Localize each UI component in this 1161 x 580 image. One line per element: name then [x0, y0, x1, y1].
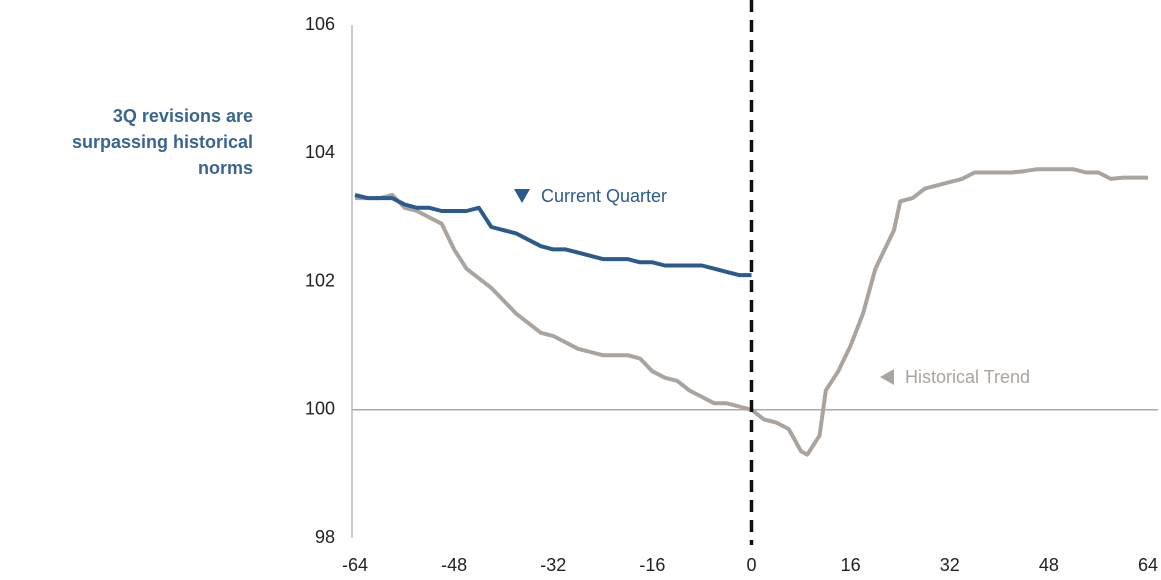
side-note: surpassing historical	[72, 132, 253, 152]
x-tick-label: -32	[540, 555, 566, 575]
y-tick-label: 106	[305, 14, 335, 34]
y-tick-label: 102	[305, 270, 335, 290]
x-tick-label: 48	[1039, 555, 1059, 575]
legend-label: Historical Trend	[905, 367, 1030, 387]
legend-marker	[514, 189, 530, 203]
y-tick-label: 98	[315, 527, 335, 547]
y-tick-label: 104	[305, 142, 335, 162]
y-tick-label: 100	[305, 399, 335, 419]
series-line	[354, 192, 752, 278]
x-tick-label: 32	[940, 555, 960, 575]
x-tick-label: 16	[841, 555, 861, 575]
x-tick-label: 0	[746, 555, 756, 575]
side-note: 3Q revisions are	[113, 106, 253, 126]
x-tick-label: -48	[441, 555, 467, 575]
x-tick-label: 64	[1138, 555, 1158, 575]
legend-marker	[880, 369, 894, 385]
x-tick-label: -64	[342, 555, 368, 575]
series-line	[355, 167, 1148, 457]
legend-label: Current Quarter	[541, 186, 667, 206]
side-note: norms	[198, 158, 253, 178]
x-tick-label: -16	[639, 555, 665, 575]
